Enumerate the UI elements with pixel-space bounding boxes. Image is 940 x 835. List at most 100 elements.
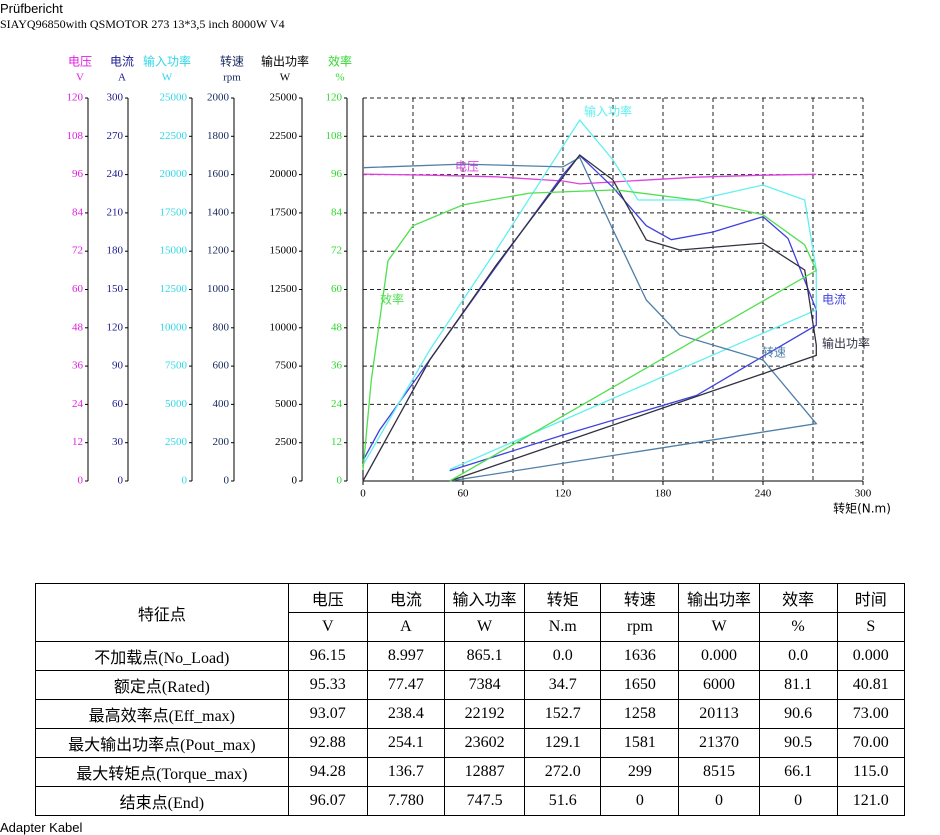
y-tick-label: 270 — [107, 130, 124, 142]
x-tick-label: 60 — [458, 488, 470, 500]
cell: 23602 — [443, 728, 526, 758]
x-tick-label: 300 — [855, 488, 872, 500]
series-label: 转速 — [762, 345, 786, 360]
unit-row: V A W N.m rpm W% S — [36, 612, 906, 642]
y-tick-label: 84 — [331, 206, 343, 218]
cell: 152.7 — [524, 699, 602, 729]
series-line — [362, 156, 818, 482]
x-axis-label: 转矩(N.m) — [833, 501, 891, 516]
y-tick-label: 60 — [112, 398, 124, 410]
y-tick-label: 0 — [292, 475, 298, 487]
cell: 最大转矩点(Torque_max) — [35, 757, 289, 787]
y-tick-label: 120 — [107, 321, 124, 333]
cell: 299 — [600, 757, 680, 787]
cell: 129.1 — [524, 728, 602, 758]
axis-unit: A — [118, 72, 126, 84]
axis-label: 效率 — [328, 54, 352, 69]
header-cell: 转速 — [600, 583, 680, 613]
y-tick-label: 1000 — [207, 283, 230, 295]
data-row: 结束点(End) 96.07 7.780 747.5 51.6 0 0 0 121.0 — [35, 786, 906, 816]
y-tick-label: 7500 — [275, 360, 298, 372]
y-tick-label: 10000 — [270, 321, 298, 333]
cell: 8.997 — [366, 641, 445, 671]
cell: 254.1 — [366, 728, 445, 758]
unit-cell: S — [836, 612, 906, 642]
header-cell: 电压 — [287, 583, 368, 613]
cell: 73.00 — [836, 699, 906, 729]
cell: 不加载点(No_Load) — [35, 641, 289, 671]
y-tick-label: 12 — [331, 436, 342, 448]
cell: 0 — [600, 786, 680, 816]
y-tick-label: 72 — [331, 245, 342, 257]
cell: 96.15 — [287, 641, 368, 671]
series-line — [362, 189, 818, 482]
cell: 最高效率点(Eff_max) — [35, 699, 289, 729]
x-tick-label: 180 — [655, 488, 672, 500]
axis-label: 电流 — [110, 55, 134, 69]
y-tick-label: 0 — [78, 475, 84, 487]
y-tick-label: 12500 — [160, 283, 188, 295]
y-tick-label: 30 — [112, 436, 124, 448]
x-tick-label: 240 — [755, 488, 772, 500]
series-line — [362, 173, 817, 185]
cell: 1650 — [600, 670, 680, 700]
chart: 电压V01224364860728496108120电流A03060901201… — [67, 54, 891, 516]
x-tick-label: 0 — [360, 488, 366, 500]
data-row: 最大输出功率点(Pout_max) 92.88 254.1 23602 129.1 158… — [35, 728, 906, 758]
cell: 90.5 — [758, 728, 838, 758]
report-subtitle: SIAYQ96850with QSMOTOR 273 13*3,5 inch 8… — [0, 17, 285, 31]
unit-cell: W — [443, 612, 526, 642]
cell: 66.1 — [758, 757, 838, 787]
x-tick-label: 120 — [555, 488, 572, 500]
cell: 22192 — [443, 699, 526, 729]
header-cell: 电流 — [366, 583, 445, 613]
cell: 238.4 — [366, 699, 445, 729]
cell: 7.780 — [366, 786, 445, 816]
cell: 0 — [758, 786, 838, 816]
y-tick-label: 15000 — [160, 245, 188, 257]
cell: 0 — [678, 786, 760, 816]
cell: 1581 — [600, 728, 680, 758]
data-row: 额定点(Rated) 95.33 77.47 7384 34.7 1650 6000 81.1… — [35, 670, 906, 700]
series-label: 输出功率 — [822, 336, 870, 351]
cell: 40.81 — [836, 670, 906, 700]
y-tick-label: 180 — [107, 245, 124, 257]
header-cell: 输入功率 — [443, 583, 526, 613]
y-tick-label: 20000 — [160, 168, 188, 180]
y-tick-label: 150 — [107, 283, 124, 295]
y-tick-label: 7500 — [165, 360, 188, 372]
y-tick-label: 1600 — [207, 168, 230, 180]
series-label: 电流 — [822, 293, 846, 307]
unit-cell: W — [678, 612, 760, 642]
y-tick-label: 12 — [72, 436, 83, 448]
cell: 结束点(End) — [35, 786, 289, 816]
y-tick-label: 96 — [331, 168, 343, 180]
y-tick-label: 22500 — [160, 130, 188, 142]
cell: 0.000 — [836, 641, 906, 671]
cell: 0.000 — [678, 641, 760, 671]
y-tick-label: 108 — [326, 130, 343, 142]
y-tick-label: 22500 — [270, 130, 298, 142]
unit-cell: V — [287, 612, 368, 642]
series-line — [362, 154, 817, 472]
cell: 92.88 — [287, 728, 368, 758]
y-tick-label: 400 — [213, 398, 230, 410]
series-label: 效率 — [380, 292, 404, 307]
cell: 额定点(Rated) — [35, 670, 289, 700]
y-tick-label: 96 — [72, 168, 84, 180]
cell: 81.1 — [758, 670, 838, 700]
y-tick-label: 84 — [72, 206, 84, 218]
series-line — [362, 119, 817, 471]
cell: 21370 — [678, 728, 760, 758]
y-tick-label: 1800 — [207, 130, 230, 142]
series-line — [362, 154, 817, 482]
y-tick-label: 300 — [107, 92, 124, 104]
y-tick-label: 0 — [224, 475, 230, 487]
y-tick-label: 2500 — [165, 436, 188, 448]
series-label: 输入功率 — [584, 104, 632, 119]
y-tick-label: 20000 — [270, 168, 298, 180]
y-tick-label: 210 — [107, 206, 124, 218]
y-tick-label: 0 — [182, 475, 188, 487]
y-tick-label: 1200 — [207, 245, 230, 257]
axis-unit: % — [335, 72, 344, 84]
